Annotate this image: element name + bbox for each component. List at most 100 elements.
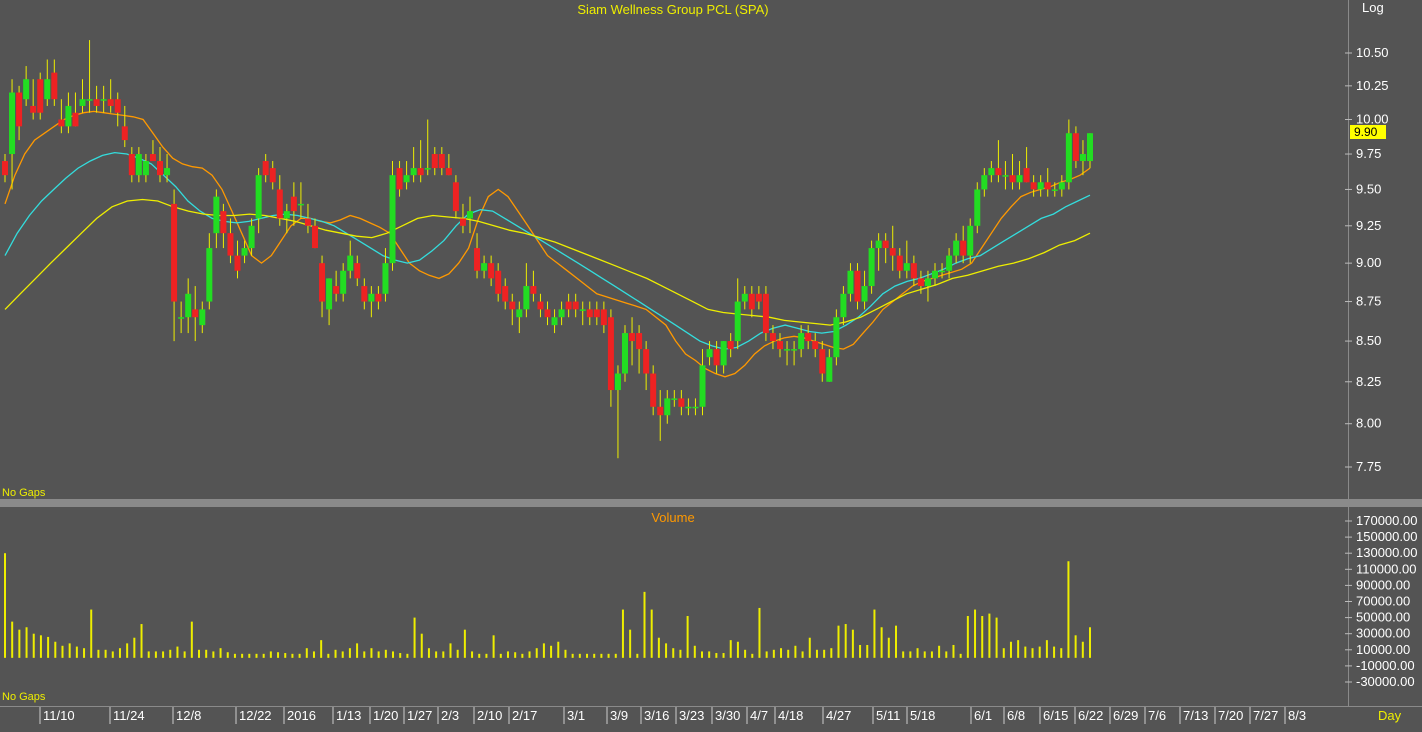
price-tick-label: 9.00 <box>1356 255 1381 270</box>
candle-body <box>389 175 396 264</box>
candle-body <box>234 255 241 271</box>
candle-body <box>1037 182 1044 190</box>
candle-body <box>882 240 889 249</box>
volume-y-axis: 170000.00150000.00130000.00110000.009000… <box>1345 513 1417 689</box>
candle <box>882 233 889 264</box>
candle <box>1023 147 1030 183</box>
candle-body <box>762 293 769 334</box>
candle <box>1016 161 1023 190</box>
candle-body <box>1009 175 1016 183</box>
volume-tick-label: 50000.00 <box>1356 610 1410 625</box>
candle <box>551 309 558 334</box>
candle <box>142 154 149 183</box>
panel-separator[interactable] <box>0 499 1422 507</box>
candle-body <box>488 263 495 279</box>
candle-body <box>530 286 537 294</box>
candle <box>614 365 621 459</box>
candle <box>431 147 438 176</box>
candle <box>593 301 600 326</box>
candle <box>312 218 318 249</box>
date-tick-label: 2016 <box>287 708 316 723</box>
candle <box>769 325 776 350</box>
candle-body <box>9 92 16 155</box>
candle <box>283 203 290 234</box>
candle-body <box>347 255 354 271</box>
candle-body <box>932 270 938 279</box>
candle-body <box>791 349 798 351</box>
candle-body <box>86 99 93 101</box>
candle <box>262 154 269 183</box>
candle <box>86 40 93 113</box>
ma-mid-line <box>4 151 1091 350</box>
candle-body <box>248 225 255 249</box>
price-tick-label: 9.50 <box>1356 181 1381 196</box>
candle-body <box>917 278 924 287</box>
candle <box>185 278 192 334</box>
candle-body <box>784 349 791 351</box>
candle-body <box>868 248 875 287</box>
volume-bars <box>4 553 1091 658</box>
candle <box>755 286 762 310</box>
candle-body <box>657 406 664 416</box>
candle <box>586 301 593 326</box>
date-tick-label: 3/9 <box>610 708 628 723</box>
candle <box>600 301 607 334</box>
candle <box>643 341 650 391</box>
candle <box>234 240 241 279</box>
scale-label[interactable]: Log <box>1362 0 1384 15</box>
candle <box>375 286 382 310</box>
candle <box>269 161 276 190</box>
candle <box>636 325 643 374</box>
candle <box>530 270 537 302</box>
candle-body <box>516 309 523 318</box>
candle <box>502 278 509 310</box>
volume-tick-label: -30000.00 <box>1356 674 1415 689</box>
candle-body <box>37 79 44 113</box>
candle-body <box>643 349 650 374</box>
date-tick-label: 1/20 <box>373 708 398 723</box>
ma-slow-line <box>4 198 1091 326</box>
candle <box>396 161 403 197</box>
candle-body <box>523 286 530 310</box>
candle-body <box>812 341 819 350</box>
date-tick-label: 2/3 <box>441 708 459 723</box>
candle <box>995 140 1002 183</box>
candle-body <box>875 240 882 249</box>
candle <box>382 248 389 302</box>
candle-body <box>720 341 727 366</box>
candle <box>37 72 44 120</box>
candle <box>924 270 931 302</box>
candle-body <box>44 79 51 100</box>
candle-body <box>1079 154 1086 162</box>
candle <box>347 240 354 279</box>
candle <box>107 79 114 113</box>
candle-body <box>495 270 502 294</box>
candle <box>699 349 706 416</box>
candle <box>967 218 974 264</box>
candle-body <box>220 211 227 234</box>
candle-body <box>382 263 389 294</box>
date-tick-label: 2/17 <box>512 708 537 723</box>
candle <box>974 182 981 234</box>
candle-body <box>629 333 636 342</box>
candle-body <box>614 373 621 391</box>
date-tick-label: 6/29 <box>1113 708 1138 723</box>
candle-body <box>326 278 333 310</box>
candle-body <box>206 248 213 302</box>
candle <box>572 293 579 318</box>
date-tick-label: 2/10 <box>477 708 502 723</box>
date-tick-label: 4/18 <box>778 708 803 723</box>
candle-body <box>431 154 438 169</box>
candle <box>812 333 819 358</box>
candle <box>424 119 431 176</box>
candle <box>509 293 516 326</box>
price-tick-label: 8.50 <box>1356 333 1381 348</box>
candle <box>326 278 333 326</box>
candle <box>657 390 664 441</box>
candle <box>1009 154 1016 190</box>
period-label[interactable]: Day <box>1378 708 1402 723</box>
candle <box>488 255 495 287</box>
candle <box>410 147 417 183</box>
candle-body <box>51 72 58 100</box>
candle <box>650 365 657 416</box>
